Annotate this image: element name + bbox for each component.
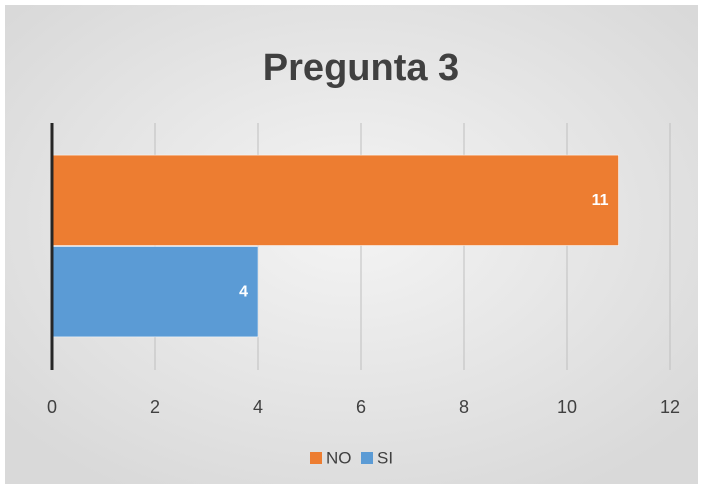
x-tick-label: 4: [253, 397, 263, 417]
x-tick-label: 2: [150, 397, 160, 417]
legend-swatch: [361, 452, 373, 464]
legend-swatch: [310, 452, 322, 464]
x-tick-label: 12: [660, 397, 680, 417]
bar: [51, 246, 259, 338]
data-label: 11: [592, 192, 609, 209]
legend-label: NO: [326, 448, 352, 467]
x-tick-label: 0: [47, 397, 57, 417]
chart-title: Pregunta 3: [263, 47, 459, 89]
x-tick-label: 10: [557, 397, 577, 417]
bar: [51, 154, 619, 246]
legend-label: SI: [377, 448, 393, 467]
x-tick-label: 8: [459, 397, 469, 417]
x-tick-label: 6: [356, 397, 366, 417]
data-label: 4: [239, 283, 248, 300]
